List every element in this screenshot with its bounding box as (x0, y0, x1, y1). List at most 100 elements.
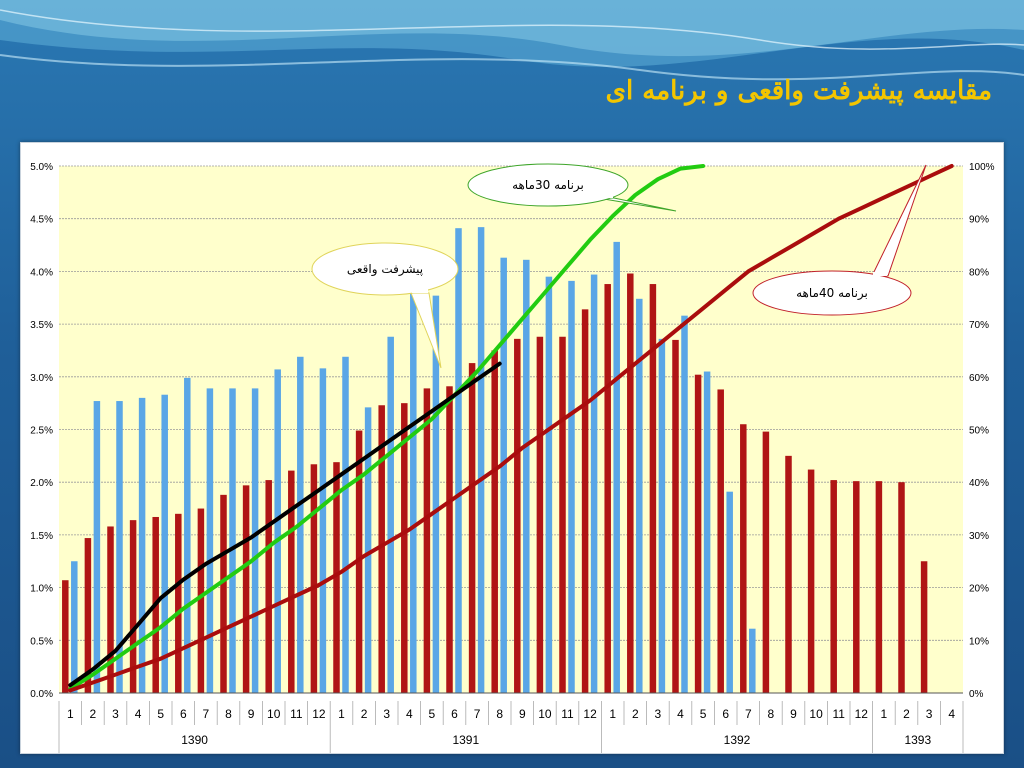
bar-red (62, 580, 69, 693)
bar-blue (432, 295, 440, 693)
bar-blue (138, 397, 146, 693)
line-plan-40-month (68, 164, 954, 693)
bar-red (875, 481, 883, 693)
left-axis-tick-label: 3.0% (30, 373, 53, 384)
bar-red (920, 561, 928, 693)
bar-red (423, 388, 431, 693)
bar-red (514, 338, 521, 693)
left-axis-tick-label: 5.0% (30, 162, 53, 173)
bar-blue (523, 259, 530, 693)
x-tick-label: 2 (361, 707, 368, 721)
right-axis-tick-label: 10% (969, 636, 989, 647)
progress-chart: 0.0% 0.5% 1.0% 1.5% 2.0% 2.5% 3.0% 3.5% 4.0% 4.5%… (30, 162, 995, 753)
callout-plan-40-text: برنامه 40ماهه (796, 286, 868, 301)
bar-blue (477, 227, 485, 693)
x-tick-label: 12 (855, 707, 869, 721)
x-tick-label: 4 (135, 707, 142, 721)
bar-blue (274, 369, 281, 693)
x-tick-label: 6 (451, 707, 458, 721)
x-tick-label: 2 (90, 707, 97, 721)
bar-blue (726, 491, 733, 693)
bar-red (762, 431, 770, 693)
bar-blue (71, 561, 78, 693)
bar-red (785, 455, 792, 693)
bar-blue (658, 338, 666, 693)
slide-title: مقایسه پیشرفت واقعی و برنامه ای (605, 76, 992, 106)
bar-blue (184, 377, 191, 693)
bar-red (491, 350, 498, 693)
x-tick-label: 3 (383, 707, 390, 721)
bar-blue (568, 280, 575, 693)
x-tick-label: 1 (609, 707, 616, 721)
x-tick-label: 4 (948, 707, 955, 721)
x-tick-label: 10 (809, 707, 823, 721)
bar-red (446, 386, 453, 693)
x-tick-label: 8 (225, 707, 232, 721)
left-axis-tick-label: 4.5% (30, 215, 53, 226)
bar-red (175, 513, 182, 693)
right-axis-tick-label: 100% (969, 162, 995, 173)
bar-blue (613, 241, 620, 693)
bar-blue (161, 394, 168, 693)
x-tick-label: 4 (677, 707, 684, 721)
x-tick-label: 8 (496, 707, 503, 721)
x-tick-label: 10 (538, 707, 552, 721)
x-tick-label: 1 (338, 707, 345, 721)
bar-blue (545, 276, 553, 693)
bar-blue (229, 388, 236, 693)
x-tick-label: 6 (180, 707, 187, 721)
bar-red (378, 405, 385, 693)
bar-red (333, 462, 340, 693)
bar-red (265, 480, 272, 693)
bar-red (604, 284, 611, 693)
bar-blue (749, 628, 756, 693)
x-tick-label: 1 (881, 707, 888, 721)
bar-red (468, 363, 476, 693)
bar-blue (206, 388, 214, 693)
right-axis-tick-label: 60% (969, 373, 989, 384)
bar-red (830, 480, 837, 693)
x-tick-label: 6 (722, 707, 729, 721)
bar-blue (319, 368, 327, 693)
bar-red (129, 520, 137, 693)
x-tick-label: 9 (519, 707, 526, 721)
bar-red (649, 284, 657, 693)
bar-red (898, 482, 905, 693)
x-tick-label: 11 (561, 707, 574, 721)
right-axis-tick-label: 40% (969, 478, 989, 489)
line-plan-30-month (68, 164, 706, 691)
x-tick-label: 5 (700, 707, 707, 721)
right-axis-tick-label: 20% (969, 584, 989, 595)
right-axis-tick-label: 50% (969, 426, 989, 437)
x-tick-label: 7 (745, 707, 752, 721)
callout-plan-30-text: برنامه 30ماهه (512, 178, 584, 193)
x-tick-label: 10 (267, 707, 281, 721)
callout-actual-bubble (311, 242, 459, 296)
x-tick-label: 9 (248, 707, 255, 721)
bar-blue (681, 315, 688, 693)
left-axis-tick-label: 0.5% (30, 636, 53, 647)
bar-blue (410, 287, 417, 693)
bar-blue (455, 228, 462, 693)
year-label: 1392 (724, 733, 751, 747)
bar-blue (93, 401, 101, 693)
bar-red (536, 336, 544, 693)
year-label: 1393 (904, 733, 931, 747)
bar-red (672, 339, 679, 693)
bar-red (107, 526, 114, 693)
left-axis-tick-label: 2.5% (30, 426, 53, 437)
bar-blue (364, 407, 372, 693)
x-tick-label: 2 (903, 707, 910, 721)
bar-red (807, 469, 815, 693)
bar-red (740, 424, 747, 693)
bar-red (559, 336, 566, 693)
left-axis-tick-label: 1.5% (30, 531, 53, 542)
bar-blue (500, 257, 507, 693)
x-tick-label: 12 (583, 707, 597, 721)
bar-red (401, 403, 408, 693)
x-tick-label: 8 (768, 707, 775, 721)
x-tick-label: 3 (112, 707, 119, 721)
bar-blue (636, 298, 643, 693)
x-tick-label: 7 (203, 707, 210, 721)
year-label: 1390 (181, 733, 208, 747)
